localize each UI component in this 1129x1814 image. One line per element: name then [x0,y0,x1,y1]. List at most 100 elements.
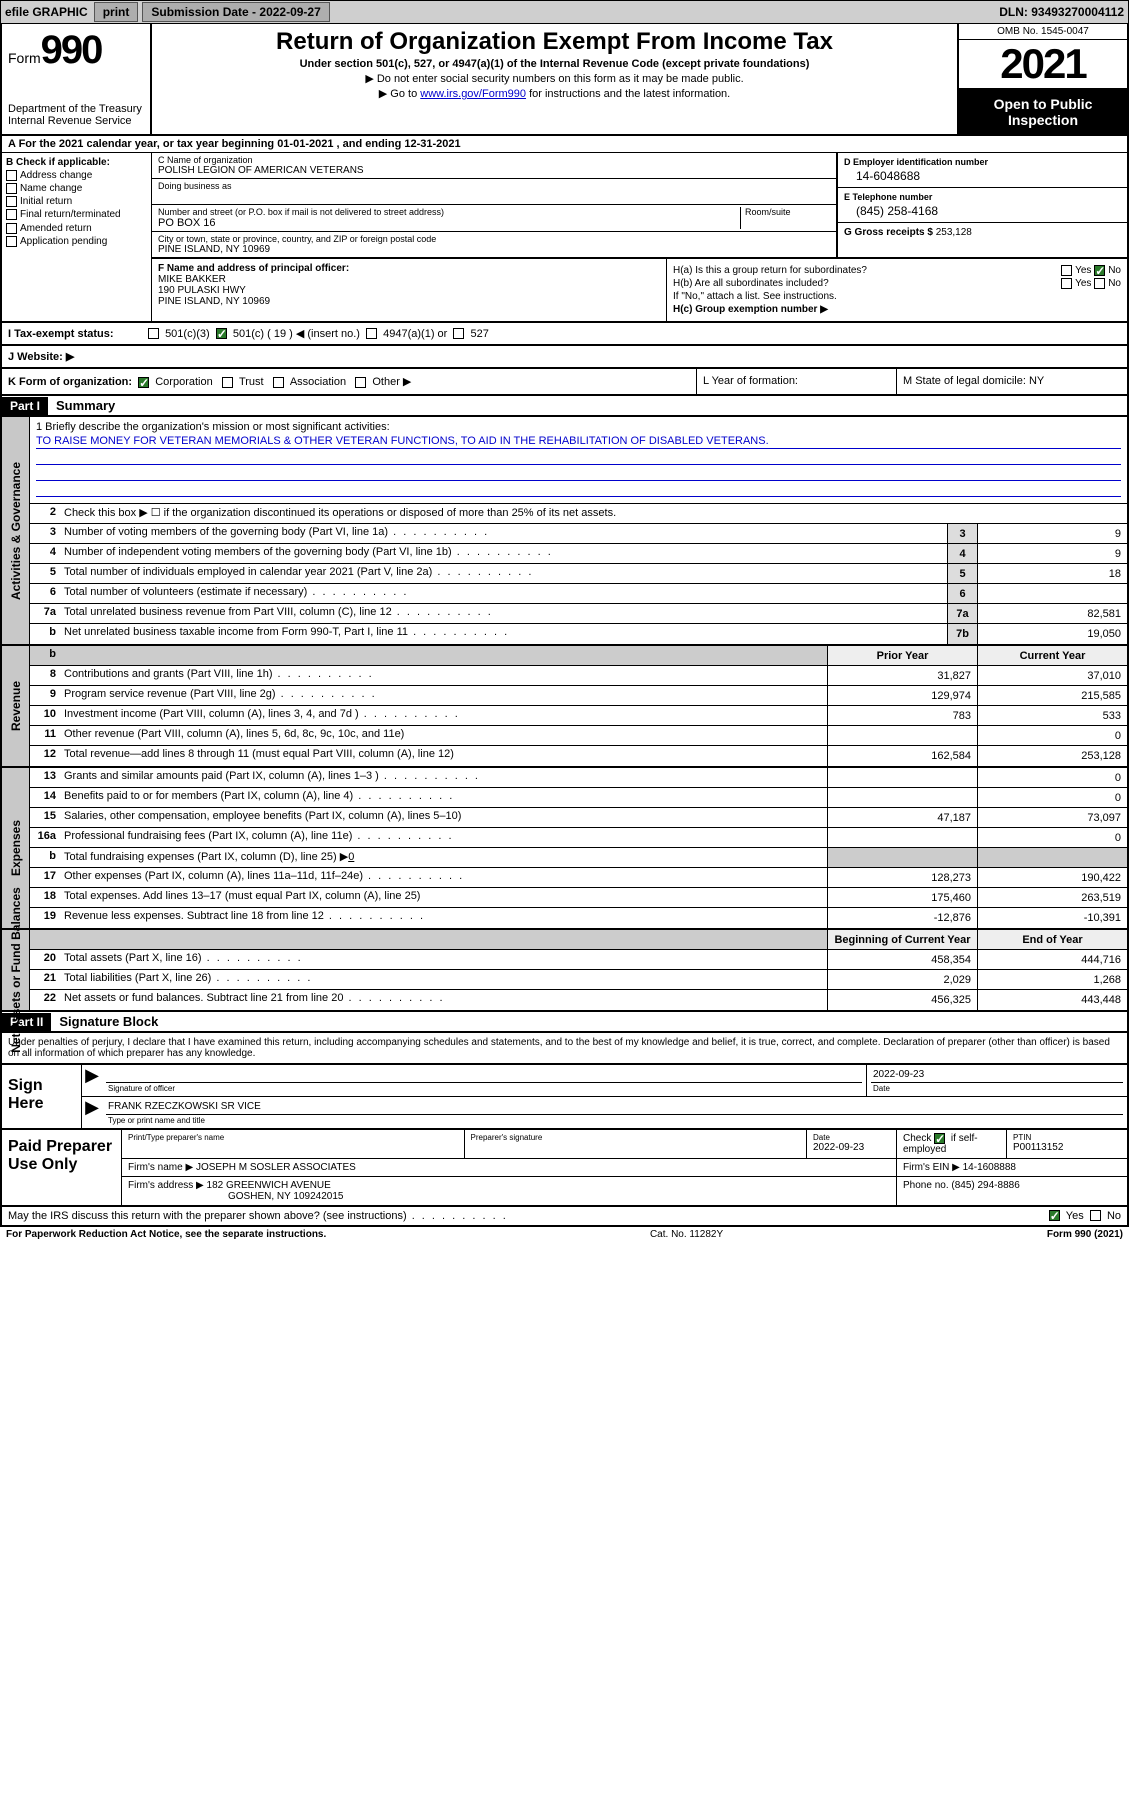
line-21: Total liabilities (Part X, line 26) [60,970,827,989]
chk-ha-yes[interactable] [1061,265,1072,276]
line-22: Net assets or fund balances. Subtract li… [60,990,827,1010]
efile-label: efile GRAPHIC [1,5,92,19]
preparer-block: Paid Preparer Use Only Print/Type prepar… [0,1130,1129,1207]
sign-block: Sign Here ▶ Signature of officer 2022-09… [0,1065,1129,1130]
section-revenue: Revenue bPrior YearCurrent Year 8Contrib… [0,646,1129,768]
row-i-tax-status: I Tax-exempt status: 501(c)(3) 501(c) ( … [0,323,1129,346]
suite-label: Room/suite [740,207,830,229]
dln-label: DLN: 93493270004112 [995,5,1128,19]
chk-amended-return[interactable]: Amended return [6,223,147,234]
chk-final-return[interactable]: Final return/terminated [6,209,147,220]
chk-initial-return[interactable]: Initial return [6,196,147,207]
chk-501c3[interactable] [148,328,159,339]
footer-right: Form 990 (2021) [1047,1229,1123,1240]
box-k-form-org: K Form of organization: Corporation Trus… [2,369,697,394]
ein-value: 14-6048688 [844,167,1121,183]
chk-address-change[interactable]: Address change [6,170,147,181]
chk-self-employed[interactable] [934,1133,945,1144]
chk-527[interactable] [453,328,464,339]
box-m-domicile: M State of legal domicile: NY [897,369,1127,394]
col-boy: Beginning of Current Year [827,930,977,949]
chk-name-change[interactable]: Name change [6,183,147,194]
chk-discuss-no[interactable] [1090,1210,1101,1221]
line-6: Total number of volunteers (estimate if … [60,584,947,603]
arrow-icon: ▶ [82,1097,102,1128]
chk-other[interactable] [355,377,366,388]
part1-header: Part I Summary [0,396,1129,417]
officer-addr1: 190 PULASKI HWY [158,285,246,296]
chk-ha-no[interactable] [1094,265,1105,276]
line-2: Check this box ▶ ☐ if the organization d… [60,504,1127,523]
line-16b: Total fundraising expenses (Part IX, col… [60,848,827,867]
mission-text: TO RAISE MONEY FOR VETERAN MEMORIALS & O… [36,435,1121,449]
line-10: Investment income (Part VIII, column (A)… [60,706,827,725]
org-address: PO BOX 16 [158,217,740,229]
chk-trust[interactable] [222,377,233,388]
chk-discuss-yes[interactable] [1049,1210,1060,1221]
firm-phone: (845) 294-8886 [951,1180,1019,1191]
form990-link[interactable]: www.irs.gov/Form990 [420,88,526,100]
section-net-assets: Net Assets or Fund Balances Beginning of… [0,930,1129,1012]
line-8: Contributions and grants (Part VIII, lin… [60,666,827,685]
box-d-ein: D Employer identification number 14-6048… [838,153,1127,188]
print-button[interactable]: print [94,2,139,22]
inspection-label: Open to Public Inspection [959,90,1127,134]
ptin-value: P00113152 [1013,1142,1063,1153]
dept-label: Department of the Treasury [8,103,144,115]
omb-number: OMB No. 1545-0047 [959,24,1127,40]
line-7a: Total unrelated business revenue from Pa… [60,604,947,623]
chk-hb-no[interactable] [1094,278,1105,289]
sign-here-label: Sign Here [2,1065,82,1128]
topbar: efile GRAPHIC print Submission Date - 20… [0,0,1129,24]
org-name: POLISH LEGION OF AMERICAN VETERANS [158,165,830,176]
firm-addr2: GOSHEN, NY 109242015 [228,1191,343,1202]
firm-addr1: 182 GREENWICH AVENUE [207,1180,331,1191]
box-e-phone: E Telephone number (845) 258-4168 [838,188,1127,223]
box-b-checkboxes: B Check if applicable: Address change Na… [2,153,152,321]
prep-date: 2022-09-23 [813,1142,864,1153]
line-18: Total expenses. Add lines 13–17 (must eq… [60,888,827,907]
entity-block: B Check if applicable: Address change Na… [0,153,1129,323]
box-f-officer: F Name and address of principal officer:… [152,259,667,321]
chk-hb-yes[interactable] [1061,278,1072,289]
side-label-net-assets: Net Assets or Fund Balances [2,930,30,1010]
phone-value: (845) 258-4168 [844,202,1121,218]
line-7b: Net unrelated business taxable income fr… [60,624,947,644]
col-current-year: Current Year [977,646,1127,665]
line-12: Total revenue—add lines 8 through 11 (mu… [60,746,827,766]
arrow-icon: ▶ [82,1065,102,1096]
footer-left: For Paperwork Reduction Act Notice, see … [6,1229,326,1240]
org-city: PINE ISLAND, NY 10969 [158,244,830,255]
chk-association[interactable] [273,377,284,388]
line-14: Benefits paid to or for members (Part IX… [60,788,827,807]
box-c-name-address: C Name of organization POLISH LEGION OF … [152,153,1127,321]
firm-name: JOSEPH M SOSLER ASSOCIATES [196,1162,356,1173]
chk-application-pending[interactable]: Application pending [6,236,147,247]
form-subtitle: Under section 501(c), 527, or 4947(a)(1)… [160,58,949,70]
line-19: Revenue less expenses. Subtract line 18 … [60,908,827,928]
officer-sig-label: Signature of officer [106,1083,862,1094]
irs-label: Internal Revenue Service [8,115,144,127]
dba-label: Doing business as [158,181,830,191]
declaration-text: Under penalties of perjury, I declare th… [0,1033,1129,1065]
form-title-box: Return of Organization Exempt From Incom… [152,24,957,134]
chk-corporation[interactable] [138,377,149,388]
firm-ein: 14-1608888 [963,1162,1016,1173]
mission-box: 1 Briefly describe the organization's mi… [30,417,1127,504]
line-4: Number of independent voting members of … [60,544,947,563]
side-label-revenue: Revenue [2,646,30,766]
section-governance: Activities & Governance 1 Briefly descri… [0,417,1129,646]
page-footer: For Paperwork Reduction Act Notice, see … [0,1227,1129,1242]
form-year-box: OMB No. 1545-0047 2021 Open to Public In… [957,24,1127,134]
sign-date: 2022-09-23 [871,1067,1123,1083]
officer-name: MIKE BAKKER [158,274,226,285]
chk-4947[interactable] [366,328,377,339]
submission-date-box: Submission Date - 2022-09-27 [142,2,329,22]
section-expenses: Expenses 13Grants and similar amounts pa… [0,768,1129,930]
may-discuss-row: May the IRS discuss this return with the… [0,1207,1129,1227]
line-17: Other expenses (Part IX, column (A), lin… [60,868,827,887]
chk-501c[interactable] [216,328,227,339]
box-h-group: H(a) Is this a group return for subordin… [667,259,1127,321]
city-label: City or town, state or province, country… [158,234,830,244]
addr-label: Number and street (or P.O. box if mail i… [158,207,740,217]
